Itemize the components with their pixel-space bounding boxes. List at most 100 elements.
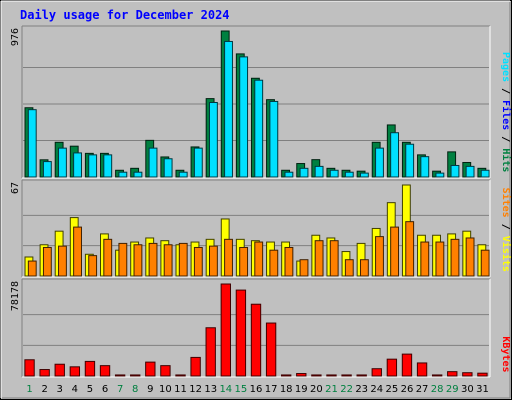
day-label-10: 10 [159,384,172,395]
bar-kbytes-day-1 [24,359,35,377]
bar-files-day-2 [42,161,52,178]
day-label-21: 21 [325,384,338,395]
bar-kbytes-day-9 [145,361,156,377]
bar-sites-day-7 [118,242,128,277]
bar-files-day-7 [118,171,128,178]
bar-sites-day-30 [465,237,475,277]
bar-files-day-16 [254,79,264,178]
bar-sites-day-26 [405,221,415,277]
day-label-20: 20 [310,384,323,395]
bar-kbytes-day-10 [160,365,171,377]
day-label-13: 13 [204,384,217,395]
panel-visits_sites: 67 Sites / Visits [10,179,512,278]
ymax-label: 67 [10,182,21,194]
bar-sites-day-3 [58,245,67,277]
series-legend-label: Pages / Files / Hits [500,52,512,172]
series-legend-label: KBytes [500,336,511,372]
bar-sites-day-12 [193,246,203,277]
panel-kbytes: 78178 KBytes [10,278,511,378]
day-label-5: 5 [87,384,93,395]
day-label-4: 4 [72,384,78,395]
bar-sites-day-14 [224,238,233,277]
chart-panels: 976 Pages / Files / Hits 67 Sites / Visits 7… [10,25,512,378]
bar-kbytes-day-14 [220,283,231,377]
bar-files-day-31 [480,169,490,178]
bar-kbytes-day-29 [447,371,458,377]
bar-kbytes-day-20 [311,374,322,377]
bar-sites-day-15 [239,246,249,277]
ymax-label: 78178 [10,281,21,311]
day-label-25: 25 [386,384,399,395]
day-label-14: 14 [219,384,232,395]
bar-sites-day-23 [359,259,369,277]
bar-kbytes-day-5 [84,360,96,377]
bar-files-day-15 [239,56,249,178]
day-label-7: 7 [117,384,123,395]
bar-kbytes-day-18 [281,374,292,377]
bar-sites-day-19 [299,259,309,277]
bar-sites-day-1 [27,260,37,277]
bar-files-day-20 [314,165,324,178]
chart-title: Daily usage for December 2024 [20,8,230,22]
bar-kbytes-day-26 [401,353,413,377]
bar-kbytes-day-3 [54,363,65,377]
bar-files-day-11 [178,171,188,178]
day-label-23: 23 [355,384,368,395]
day-label-24: 24 [370,384,383,395]
bar-files-day-21 [329,169,339,178]
bar-sites-day-18 [284,246,294,277]
bar-sites-day-5 [88,255,98,277]
bar-files-day-13 [209,102,218,178]
day-label-30: 30 [461,384,474,395]
bar-sites-day-2 [42,246,52,277]
bar-files-day-22 [344,171,354,178]
day-label-31: 31 [476,384,489,395]
bar-files-day-10 [163,158,173,178]
bar-kbytes-day-31 [477,372,488,377]
bar-kbytes-day-17 [265,322,277,377]
bar-kbytes-day-24 [371,368,382,377]
bar-sites-day-28 [435,241,445,277]
bar-sites-day-4 [73,226,82,277]
day-label-3: 3 [57,384,63,395]
bar-files-day-5 [88,154,98,178]
bar-sites-day-31 [480,249,490,277]
bar-kbytes-day-15 [235,289,247,377]
bar-files-day-1 [27,109,37,178]
bar-files-day-29 [450,164,460,178]
bar-kbytes-day-8 [130,374,141,377]
bar-sites-day-21 [329,240,339,277]
day-label-27: 27 [416,384,429,395]
bar-kbytes-day-22 [341,374,352,377]
ymax-label: 976 [10,28,21,46]
bar-files-day-14 [224,40,233,178]
bar-sites-day-24 [375,236,384,277]
bar-kbytes-day-23 [356,374,367,377]
bar-files-day-18 [284,171,294,178]
bar-sites-day-6 [103,238,113,277]
bar-files-day-28 [435,172,445,178]
bar-kbytes-day-19 [296,373,307,377]
bar-kbytes-day-28 [431,374,443,377]
bar-files-day-8 [133,171,143,178]
day-label-17: 17 [265,384,278,395]
bar-files-day-24 [375,147,384,178]
day-labels: 1 2 3 4 5 6 7 8 9 10 11 12 13 14 15 16 17 18 19 20 21 22 23 24 2… [26,384,488,395]
bar-files-day-12 [193,147,203,178]
bar-files-day-9 [148,147,158,178]
day-label-28: 28 [431,384,444,395]
day-label-1: 1 [26,384,32,395]
day-label-26: 26 [401,384,414,395]
bar-kbytes-day-21 [326,374,337,377]
bar-sites-day-27 [420,241,430,277]
day-label-2: 2 [41,384,47,395]
bar-kbytes-day-27 [416,362,428,377]
bar-sites-day-9 [148,242,158,277]
bar-kbytes-day-12 [190,356,201,377]
bar-sites-day-20 [314,240,324,277]
day-label-29: 29 [446,384,459,395]
bar-kbytes-day-16 [250,303,262,377]
series-legend-label: Sites / Visits [500,188,512,272]
bar-kbytes-day-25 [386,358,398,377]
bar-kbytes-day-7 [114,374,126,377]
